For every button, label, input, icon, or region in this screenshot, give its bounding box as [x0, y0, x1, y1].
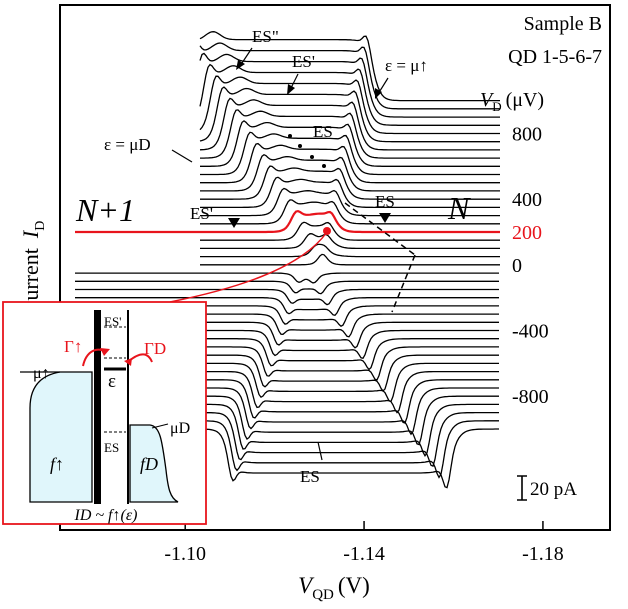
inset-es-label: ES: [104, 440, 119, 455]
inset-es-prime-label: ES': [104, 314, 122, 329]
leader-eps-mu-d: [171, 149, 193, 163]
arrowhead-es-prime-top: [287, 84, 295, 95]
inset-f-up-label: f↑: [50, 454, 64, 474]
inset-formula: ID ~ f↑(ε): [74, 507, 138, 524]
x-axis-label: VQD (V): [298, 573, 370, 603]
trace-line: [75, 297, 499, 317]
trace-group: [75, 31, 500, 489]
left-barrier: [94, 310, 101, 504]
sample-label: Sample B: [524, 13, 602, 35]
x-tick-label: -1.10: [164, 543, 206, 565]
trace-line: [199, 52, 500, 118]
scale-bar-label: 20 pA: [530, 479, 577, 500]
vd-level-label: 0: [512, 255, 522, 277]
leader-es-bottom: [317, 441, 323, 461]
annotation-eps-mu-d: ε = μD: [104, 135, 151, 154]
vd-level-label: 200: [512, 222, 542, 244]
inset-f-d-label: fD: [140, 454, 158, 474]
trace-line: [200, 176, 500, 209]
inset-mu-d-label: μD: [170, 420, 190, 437]
gamma-up-arrowhead: [100, 348, 110, 356]
annotation-es-bottom: ES: [300, 467, 320, 486]
device-label: QD 1-5-6-7: [508, 46, 602, 68]
vd-level-label: 400: [512, 189, 542, 211]
trace-line: [200, 142, 500, 184]
vd-level-label: -800: [512, 386, 549, 408]
gamma-up-label: Γ↑: [64, 337, 82, 356]
x-tick-group: -1.10 -1.14 -1.18: [164, 521, 564, 565]
guide-group: [288, 134, 416, 313]
scale-bar: [517, 475, 527, 501]
energy-diagram-inset: Γ↑ ΓD ES' ES ε μ↑ μD f↑ fD ID ~ f↑(ε): [2, 301, 207, 525]
annotation-eps-mu-up: ε = μ↑: [385, 56, 428, 75]
guide-dash-lower: [391, 254, 416, 313]
left-reservoir-fill: [29, 371, 93, 503]
annotation-es-mid: ES: [313, 122, 333, 141]
trace-line: [200, 253, 500, 266]
annotation-es-right: ES: [375, 192, 395, 211]
trace-line: [199, 86, 500, 143]
trace-line: [200, 199, 500, 225]
trace-line: [199, 63, 500, 126]
annotation-es-double-prime: ES": [252, 27, 279, 46]
region-label-n: N: [447, 190, 471, 226]
trace-line: [199, 31, 500, 102]
guide-dot: [322, 164, 326, 168]
vd-label-group: 800 400 200 0 -400 -800: [512, 123, 549, 408]
inset-mu-up-label: μ↑: [33, 365, 50, 382]
inset-connector-line: [169, 231, 328, 303]
guide-dot: [310, 155, 314, 159]
plot-frame: [59, 4, 611, 531]
annotation-es-prime-left: ES': [190, 204, 213, 223]
right-barrier: [127, 310, 129, 504]
trace-highlight: [200, 209, 500, 234]
trace-line: [199, 42, 500, 110]
trace-line: [200, 165, 500, 200]
guide-dash-upper: [344, 202, 416, 256]
trace-line: [200, 243, 500, 258]
arrowhead-eps-mu-up: [375, 88, 382, 99]
trace-line: [200, 153, 500, 192]
trace-line: [200, 233, 500, 250]
trace-line: [75, 272, 499, 284]
guide-dot: [288, 134, 292, 138]
trace-line: [75, 288, 499, 306]
trace-line: [200, 120, 500, 167]
marker-es-prime-left: [228, 218, 240, 228]
annotation-group: ES" ES' ε = μ↑ ES ε = μD ES' ES ES: [104, 27, 428, 486]
guide-dot: [298, 144, 302, 148]
trace-line: [200, 131, 500, 176]
region-label-n-plus-1: N+1: [75, 192, 135, 228]
mu-d-leader: [151, 423, 169, 429]
trace-line: [200, 221, 500, 241]
gamma-d-label: ΓD: [144, 339, 166, 358]
vd-level-label: 800: [512, 123, 542, 145]
x-tick-label: -1.14: [343, 543, 385, 565]
marker-es-right: [379, 213, 391, 223]
trace-line: [75, 280, 499, 295]
trace-line: [199, 75, 500, 135]
trace-line: [200, 109, 500, 159]
arrowhead-es-double-prime: [236, 60, 245, 70]
trace-line: [200, 187, 500, 217]
gamma-d-arrowhead: [124, 358, 132, 366]
inset-connector-dot: [323, 227, 331, 235]
inset-epsilon-label: ε: [108, 371, 116, 392]
vd-axis-label: VD (μV): [480, 89, 544, 114]
annotation-es-prime-top: ES': [292, 52, 315, 71]
trace-line: [199, 97, 500, 151]
x-tick-label: -1.18: [522, 543, 564, 565]
right-reservoir-fill: [129, 424, 179, 503]
vd-level-label: -400: [512, 321, 549, 343]
